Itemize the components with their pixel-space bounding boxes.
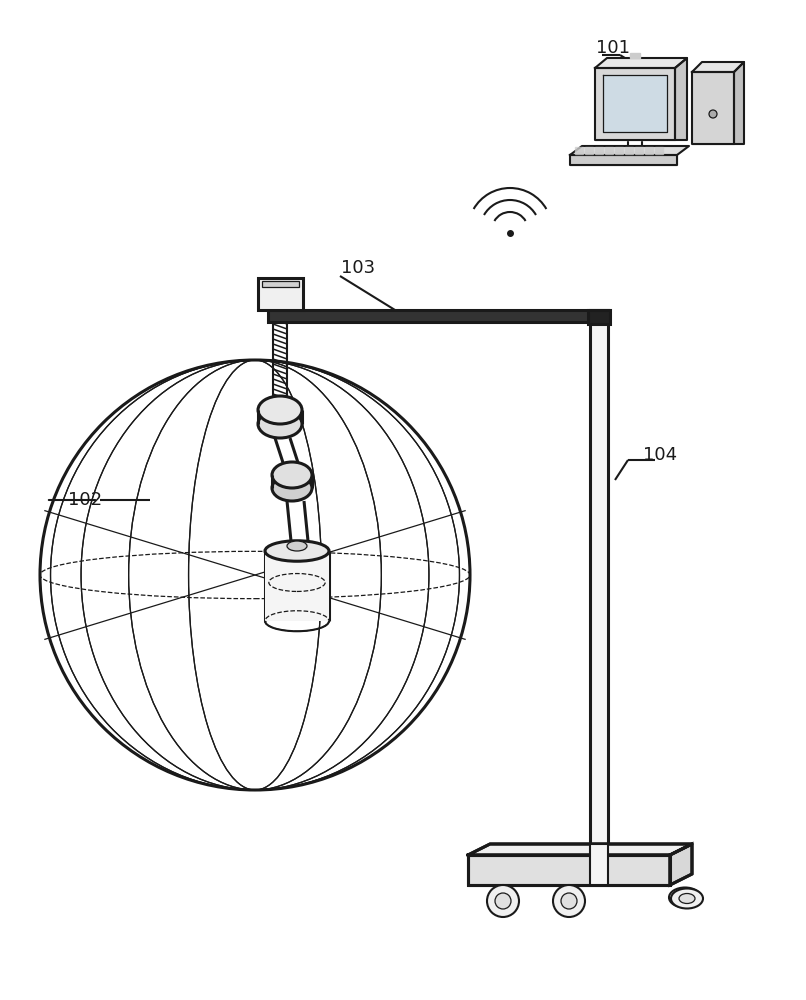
Polygon shape <box>603 75 667 132</box>
Bar <box>588 310 610 324</box>
Polygon shape <box>635 152 643 154</box>
Polygon shape <box>595 68 675 140</box>
Text: 101: 101 <box>596 39 630 57</box>
Bar <box>265 551 329 621</box>
Ellipse shape <box>679 894 695 904</box>
Ellipse shape <box>495 893 511 909</box>
Polygon shape <box>605 149 613 151</box>
Bar <box>590 310 608 855</box>
Polygon shape <box>645 147 653 149</box>
Polygon shape <box>635 149 643 151</box>
Polygon shape <box>655 152 663 154</box>
Polygon shape <box>630 53 640 58</box>
Ellipse shape <box>287 541 307 551</box>
Polygon shape <box>575 152 583 154</box>
Polygon shape <box>675 58 687 140</box>
Ellipse shape <box>272 462 312 488</box>
Polygon shape <box>570 155 677 165</box>
Polygon shape <box>625 152 633 154</box>
Polygon shape <box>645 149 653 151</box>
Ellipse shape <box>561 893 577 909</box>
Ellipse shape <box>709 110 717 118</box>
Ellipse shape <box>671 888 703 908</box>
Ellipse shape <box>272 475 312 501</box>
Polygon shape <box>615 149 623 151</box>
Polygon shape <box>670 844 692 885</box>
Text: 103: 103 <box>341 259 375 277</box>
Ellipse shape <box>258 396 302 424</box>
Text: 104: 104 <box>643 446 677 464</box>
Bar <box>262 281 299 287</box>
Polygon shape <box>615 152 623 154</box>
Bar <box>590 844 608 885</box>
Polygon shape <box>595 149 603 151</box>
Ellipse shape <box>553 885 585 917</box>
Polygon shape <box>585 152 593 154</box>
Polygon shape <box>585 149 593 151</box>
Ellipse shape <box>487 885 519 917</box>
Polygon shape <box>655 149 663 151</box>
Polygon shape <box>468 855 670 885</box>
Ellipse shape <box>677 892 693 902</box>
Ellipse shape <box>265 541 329 561</box>
Polygon shape <box>570 146 689 155</box>
Text: 102: 102 <box>68 491 102 509</box>
Polygon shape <box>595 147 603 149</box>
Bar <box>268 310 608 322</box>
Polygon shape <box>605 147 613 149</box>
Polygon shape <box>595 152 603 154</box>
Polygon shape <box>625 147 633 149</box>
Polygon shape <box>468 844 692 855</box>
Polygon shape <box>692 72 734 144</box>
Polygon shape <box>615 147 623 149</box>
Ellipse shape <box>669 888 701 908</box>
Polygon shape <box>692 62 744 72</box>
Polygon shape <box>595 58 687 68</box>
Ellipse shape <box>258 410 302 438</box>
Polygon shape <box>575 149 583 151</box>
Polygon shape <box>575 147 583 149</box>
Polygon shape <box>655 147 663 149</box>
Polygon shape <box>605 152 613 154</box>
Polygon shape <box>625 149 633 151</box>
Polygon shape <box>734 62 744 144</box>
Polygon shape <box>585 147 593 149</box>
Polygon shape <box>635 147 643 149</box>
Bar <box>258 278 303 310</box>
Polygon shape <box>645 152 653 154</box>
